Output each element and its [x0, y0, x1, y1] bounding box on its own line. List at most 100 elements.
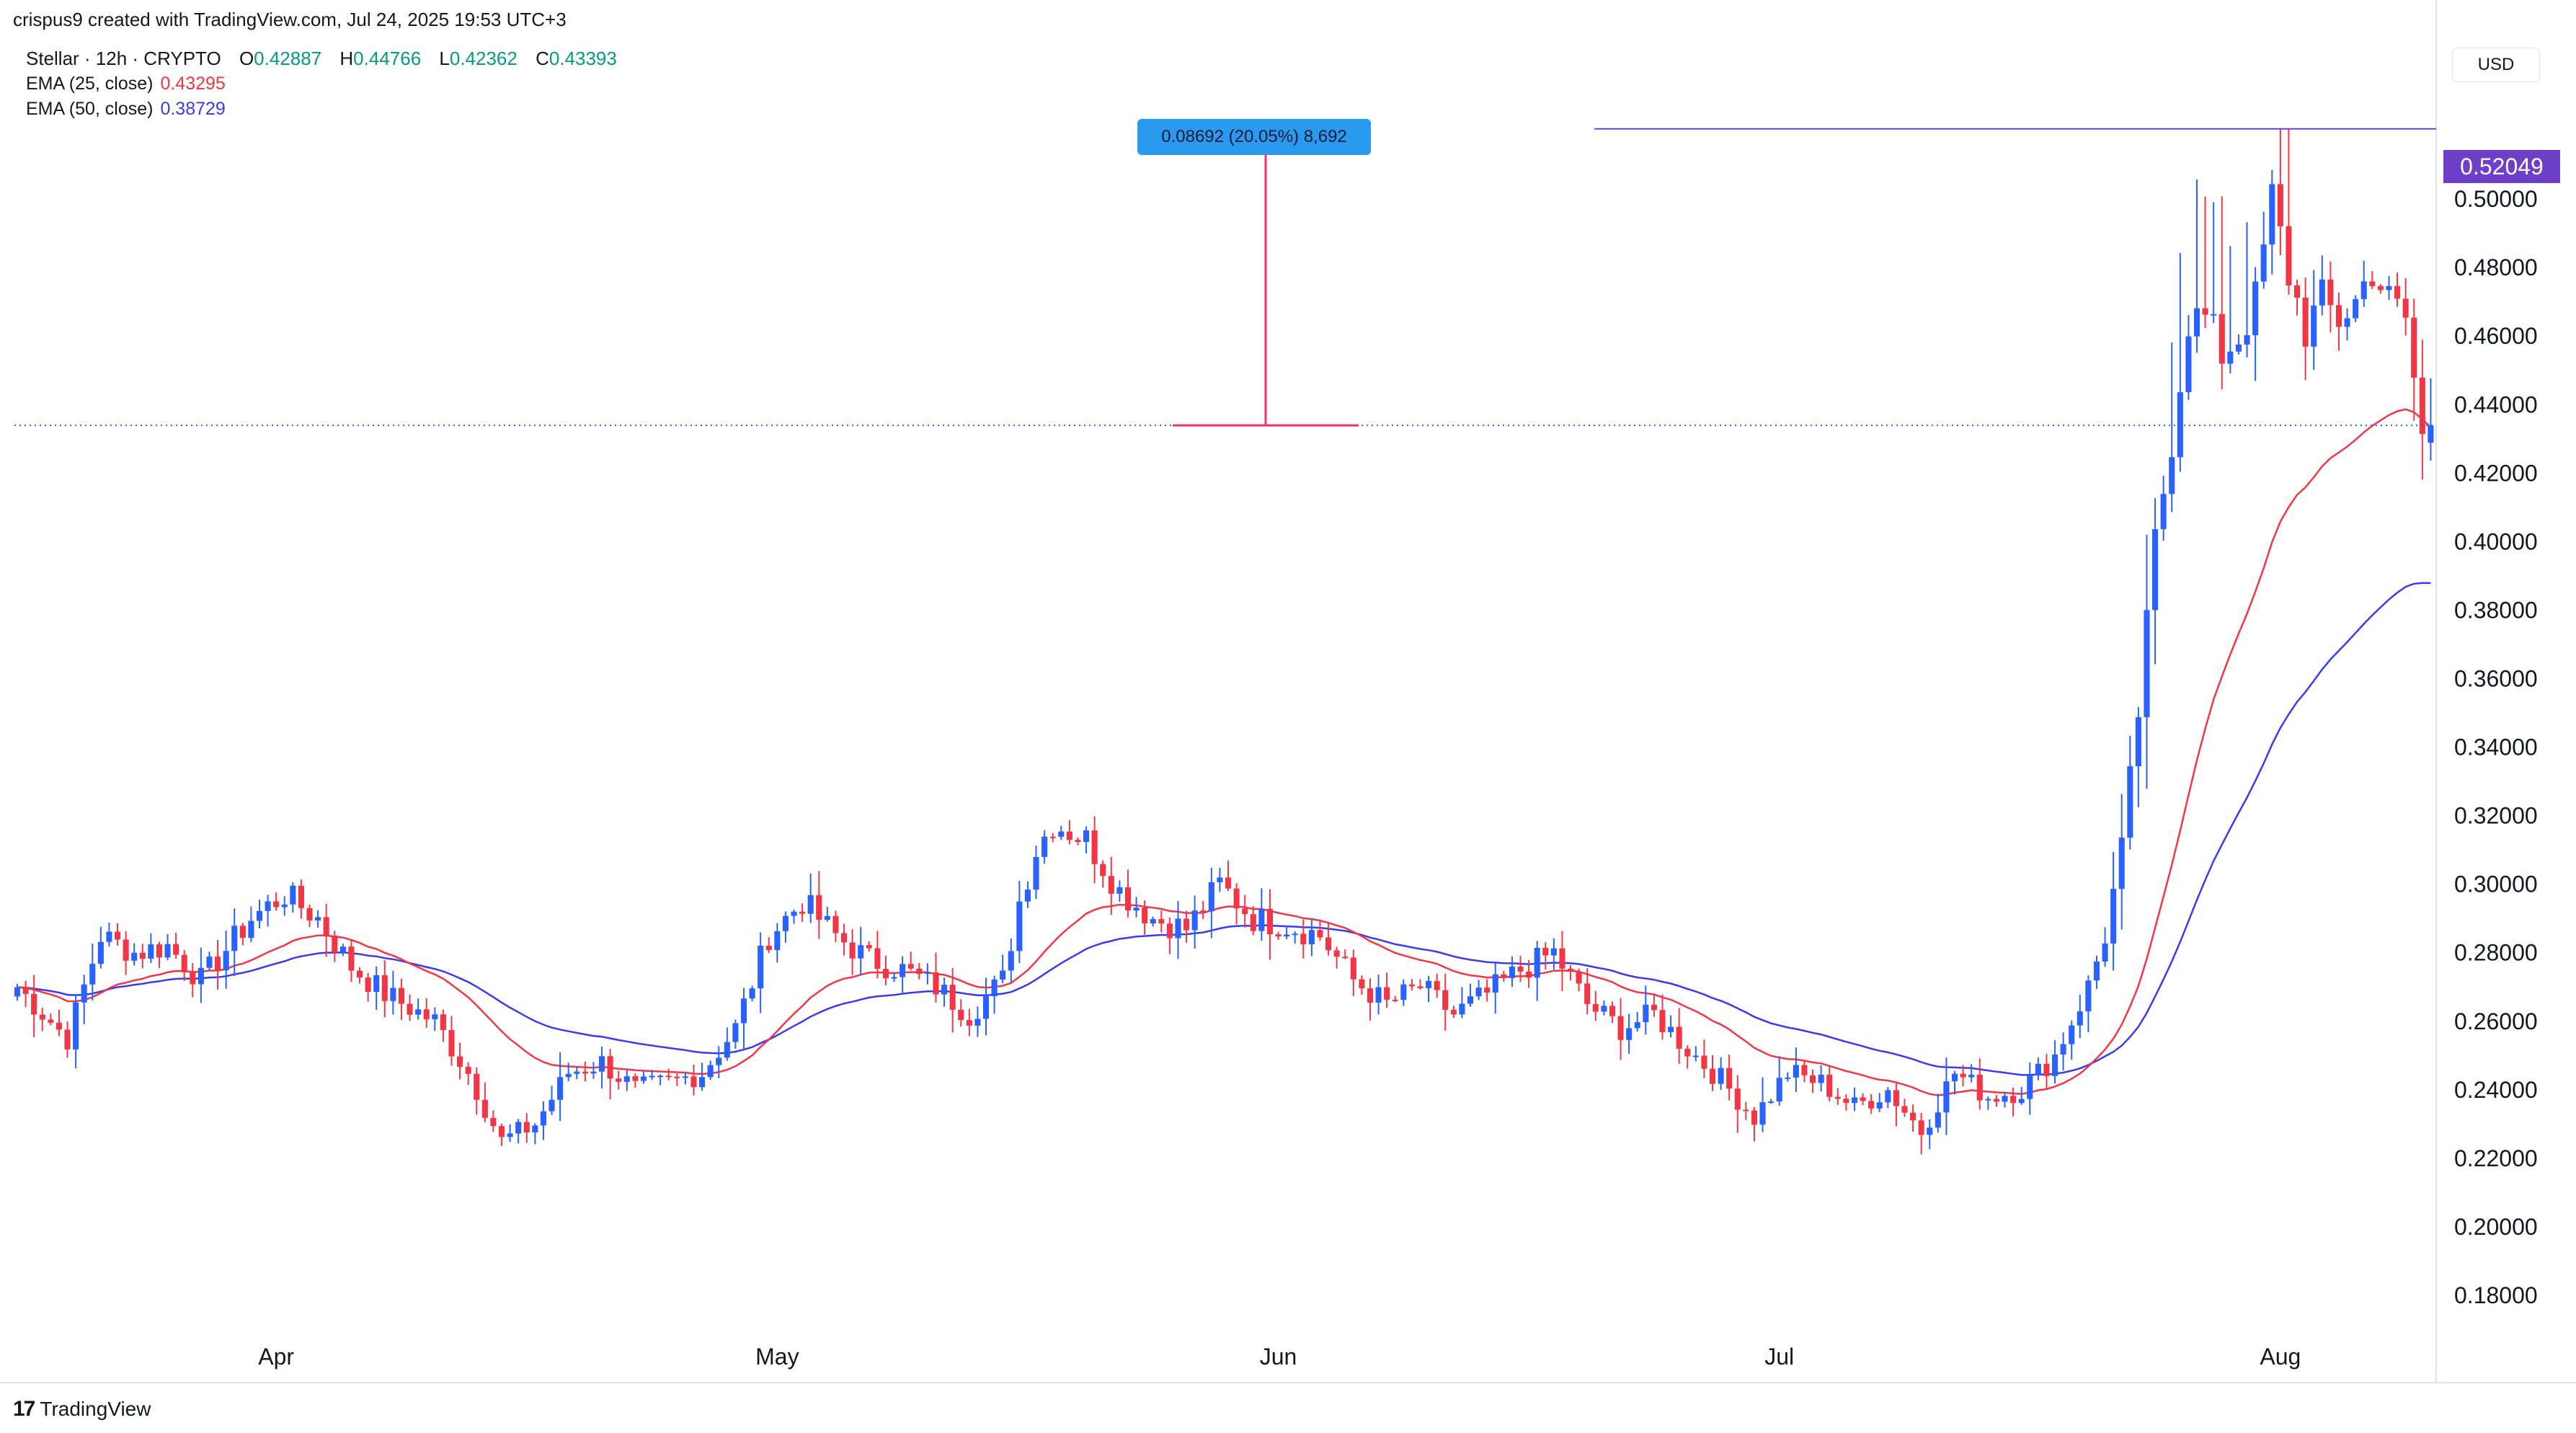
- candle-body: [1718, 1068, 1724, 1084]
- candle-body: [448, 1030, 455, 1057]
- candle-body: [1325, 937, 1332, 951]
- candle-body: [1016, 901, 1023, 951]
- candle-body: [623, 1076, 630, 1082]
- candle-body: [1901, 1106, 1908, 1113]
- measure-label[interactable]: 0.08692 (20.05%) 8,692: [1137, 119, 1371, 155]
- ema-50-line: [17, 582, 2431, 1076]
- candle-body: [1809, 1075, 1816, 1083]
- candle-body: [1350, 957, 1356, 980]
- candle-body: [481, 1099, 488, 1118]
- candle-body: [774, 931, 781, 950]
- candle-body: [916, 968, 923, 975]
- candle-body: [732, 1023, 739, 1042]
- candle-body: [1367, 988, 1374, 1003]
- candle-body: [164, 944, 171, 958]
- candle-body: [1434, 980, 1440, 990]
- candle-body: [2235, 344, 2242, 352]
- candle-body: [1576, 971, 1582, 984]
- candle-body: [465, 1067, 471, 1074]
- candle-body: [306, 908, 313, 921]
- brand-text: TradingView: [40, 1398, 151, 1420]
- candle-body: [2411, 317, 2417, 378]
- candle-body: [407, 1003, 413, 1015]
- candle-body: [1450, 1009, 1457, 1015]
- candle-body: [490, 1117, 497, 1127]
- candle-body: [2010, 1096, 2017, 1104]
- candle-body: [782, 915, 789, 931]
- candle-body: [2327, 279, 2334, 306]
- candle-body: [1868, 1101, 1875, 1109]
- candle-body: [1885, 1090, 1891, 1103]
- candle-body: [690, 1076, 697, 1088]
- y-tick-label: 0.40000: [2454, 528, 2538, 554]
- x-tick-label: Jun: [1260, 1344, 1297, 1370]
- time-axis[interactable]: Apr May Jun Jul Aug: [258, 1344, 2301, 1370]
- candle-body: [1734, 1088, 1741, 1110]
- candle-body: [749, 988, 755, 999]
- symbol-row: Stellar · 12h · CRYPTO O0.42887 H0.44766…: [26, 48, 617, 70]
- attribution-text: crispus9 created with TradingView.com, J…: [13, 9, 567, 30]
- candle-body: [2027, 1075, 2033, 1099]
- candle-body: [507, 1133, 513, 1137]
- candle-body: [1150, 919, 1156, 923]
- candle-body: [423, 1009, 430, 1020]
- candle-body: [190, 972, 196, 985]
- candle-body: [1359, 979, 1365, 989]
- candle-body: [2152, 529, 2159, 611]
- candle-body: [1375, 987, 1382, 1003]
- candle-body: [1501, 974, 1507, 978]
- candle-body: [740, 998, 747, 1024]
- candle-body: [565, 1073, 572, 1078]
- candle-body: [1100, 864, 1106, 877]
- candle-body: [2369, 281, 2376, 286]
- candle-body: [2043, 1063, 2050, 1076]
- candle-body: [2244, 335, 2250, 345]
- candle-body: [1776, 1078, 1782, 1102]
- candle-body: [97, 941, 104, 964]
- candle-body: [1083, 830, 1090, 843]
- candle-body: [665, 1075, 672, 1078]
- candle-body: [807, 895, 814, 914]
- candle-body: [1550, 948, 1557, 956]
- candle-body: [1058, 831, 1065, 837]
- ema-50-path: [17, 582, 2431, 1076]
- ema25-legend[interactable]: EMA (25, close) 0.43295: [26, 74, 226, 94]
- candle-body: [1559, 948, 1565, 969]
- candle-body: [265, 901, 271, 911]
- ema25-label: EMA (25, close): [26, 74, 154, 94]
- candle-body: [1300, 933, 1307, 945]
- candle-body: [131, 952, 138, 961]
- candle-body: [607, 1056, 613, 1079]
- candle-body: [2127, 766, 2133, 838]
- candle-body: [114, 931, 121, 940]
- candle-body: [356, 970, 363, 978]
- candle-body: [799, 911, 806, 914]
- candle-body: [315, 917, 321, 921]
- candle-body: [2269, 184, 2275, 245]
- y-tick-label: 0.44000: [2454, 391, 2538, 417]
- ema50-legend[interactable]: EMA (50, close) 0.38729: [26, 99, 226, 120]
- candle-body: [323, 917, 329, 936]
- close-label: C: [536, 48, 549, 69]
- candle-body: [699, 1077, 706, 1088]
- y-tick-label: 0.24000: [2454, 1077, 2538, 1103]
- currency-button[interactable]: USD: [2452, 48, 2540, 82]
- candle-body: [2202, 308, 2208, 315]
- price-axis[interactable]: 0.540000.500000.480000.460000.440000.420…: [2454, 49, 2538, 1308]
- candle-body: [1927, 1127, 1933, 1135]
- candle-body: [1726, 1068, 1733, 1089]
- candle-body: [1517, 966, 1524, 972]
- candle-body: [1183, 918, 1190, 931]
- candle-body: [2360, 281, 2367, 299]
- candle-body: [1759, 1102, 1766, 1125]
- candle-body: [548, 1099, 555, 1112]
- candle-body: [1851, 1097, 1858, 1104]
- candle-body: [707, 1065, 714, 1078]
- x-tick-label: Aug: [2260, 1344, 2301, 1370]
- candle-body: [1567, 968, 1574, 972]
- candle-body: [2102, 943, 2108, 962]
- candle-body: [1417, 986, 1424, 988]
- candle-body: [1643, 1004, 1649, 1023]
- candle-body: [256, 910, 263, 921]
